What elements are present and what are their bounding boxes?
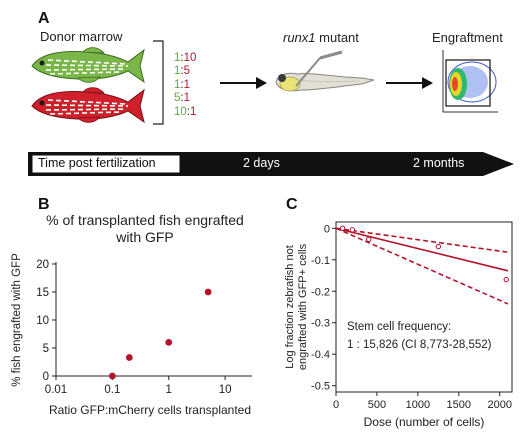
plot-frame <box>335 221 513 393</box>
recipient-label: runx1 mutant <box>283 30 359 45</box>
annotation-line-1: Stem cell frequency: <box>347 321 451 333</box>
panel-b-scatter-chart: 0 5 10 15 20 0.01 0.1 1 10 Ratio GFP:mCherry cell… <box>11 253 252 417</box>
y-tick-label: 20 <box>36 259 49 271</box>
data-point <box>503 276 509 283</box>
ratio-bracket <box>153 40 164 125</box>
panel-c-line-chart: 0-0.1-0.2-0.3-0.4-0.50 500 1000 1500 2000Ste… <box>284 221 513 429</box>
x-tick-label: 0.1 <box>104 384 120 396</box>
larva-injection-image <box>275 50 375 92</box>
engraftment-label: Engraftment <box>432 30 503 45</box>
data-point <box>204 288 212 296</box>
data-point <box>339 225 346 231</box>
panel-b-label: B <box>38 196 50 213</box>
y-tick-label: 15 <box>36 287 49 299</box>
timeline-end-label: 2 months <box>413 156 465 170</box>
ratio-item: 1:1 <box>174 78 191 91</box>
timeline-start-label: Time post fertilization <box>38 156 156 170</box>
y-tick-label: 0 <box>324 223 330 235</box>
x-tick-label: 0 <box>333 399 339 411</box>
ci-lower-line <box>335 227 509 305</box>
fit-line <box>335 227 509 272</box>
timeline-mid-label: 2 days <box>243 156 280 170</box>
x-tick-label: 2000 <box>487 399 511 411</box>
y-tick-label: -0.5 <box>311 381 330 393</box>
data-point <box>108 372 116 380</box>
y-axis-label: % fish engrafted with GFP <box>11 253 23 387</box>
ratio-item: 1:5 <box>174 65 191 78</box>
timeline-arrow <box>28 152 514 176</box>
y-tick-label: -0.2 <box>311 286 330 298</box>
y-axis-label-line-1: Log fraction zebrafish not <box>284 245 296 369</box>
y-tick-label: -0.3 <box>311 318 330 330</box>
data-point <box>435 243 442 250</box>
y-tick-label: 10 <box>36 315 49 327</box>
data-point <box>125 354 133 361</box>
y-tick-label: 5 <box>43 343 49 355</box>
x-axis-label: Dose (number of cells) <box>364 415 485 429</box>
donor-marrow-label: Donor marrow <box>40 29 123 44</box>
red-fish-image <box>31 87 145 124</box>
ci-upper-line <box>335 227 509 254</box>
y-tick-label: -0.1 <box>311 255 330 267</box>
arrow-to-engraftment <box>386 77 433 89</box>
x-axis-label: Ratio GFP:mCherry cells transplanted <box>49 403 251 417</box>
y-tick-label: -0.4 <box>311 349 330 361</box>
green-fish-image <box>31 47 145 84</box>
data-point <box>349 227 356 233</box>
data-point <box>366 236 372 243</box>
ratio-list: 1:10 1:5 1:1 5:1 10:1 <box>174 52 196 119</box>
ratio-item: 5:1 <box>174 92 191 105</box>
x-tick-label: 1000 <box>406 399 430 411</box>
ratio-item: 1:10 <box>174 52 197 64</box>
x-tick-label: 0.01 <box>45 384 67 396</box>
x-tick-label: 10 <box>219 384 232 396</box>
y-axis-label-line-2: engrafted with GFP+ cells <box>297 243 309 370</box>
panel-b-title: % of transplanted fish engrafted with GF… <box>46 212 244 245</box>
arrow-to-recipient <box>220 77 267 89</box>
annotation-line-2: 1 : 15,826 (CI 8,773-28,552) <box>347 339 492 351</box>
x-tick-label: 500 <box>368 399 386 411</box>
panel-c-label: C <box>286 196 298 213</box>
x-tick-label: 1 <box>166 384 172 396</box>
y-tick-label: 0 <box>43 371 49 383</box>
ratio-item: 10:1 <box>174 105 197 118</box>
x-tick-label: 1500 <box>447 399 471 411</box>
flow-cytometry-plot <box>442 50 498 113</box>
panel-a-label: A <box>38 10 50 27</box>
data-point <box>165 339 173 346</box>
